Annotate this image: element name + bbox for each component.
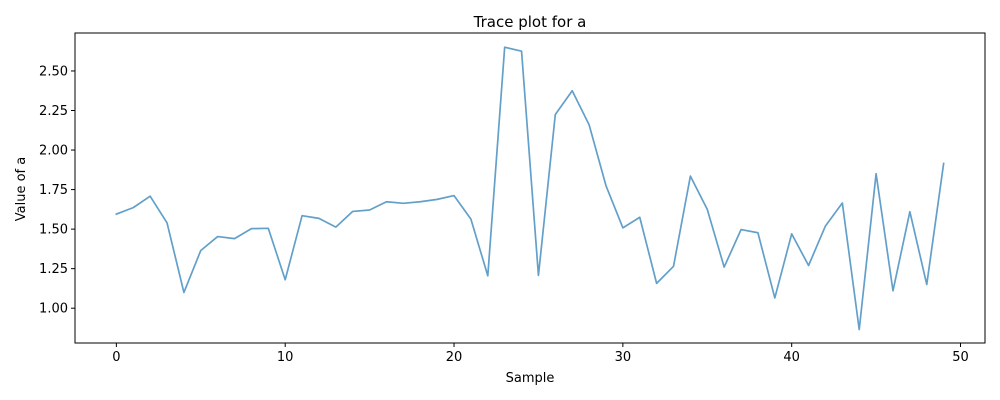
series-line-a	[115, 46, 945, 331]
y-tick-label: 1.00	[39, 302, 68, 317]
y-tick-label: 2.50	[39, 64, 68, 79]
chart-title: Trace plot for a	[473, 13, 587, 31]
x-tick-label: 0	[112, 350, 120, 365]
x-tick-label: 30	[615, 350, 632, 365]
axes-frame	[74, 32, 986, 344]
plot-area: 0 10 20 30 40 50 1.00 1.25 1.50 1.75 2.00 2.25 2.50	[39, 32, 986, 365]
y-axis-label: Value of a	[14, 157, 29, 221]
y-tick-label: 1.50	[39, 223, 68, 238]
y-tick-label: 2.25	[39, 104, 68, 119]
y-tick-label: 1.25	[39, 262, 68, 277]
x-tick-label: 10	[277, 350, 294, 365]
y-tick-label: 2.00	[39, 144, 68, 159]
x-axis-label: Sample	[506, 371, 555, 386]
x-tick-label: 50	[952, 350, 969, 365]
x-tick-label: 40	[783, 350, 800, 365]
y-tick-label: 1.75	[39, 183, 68, 198]
x-tick-label: 20	[446, 350, 463, 365]
